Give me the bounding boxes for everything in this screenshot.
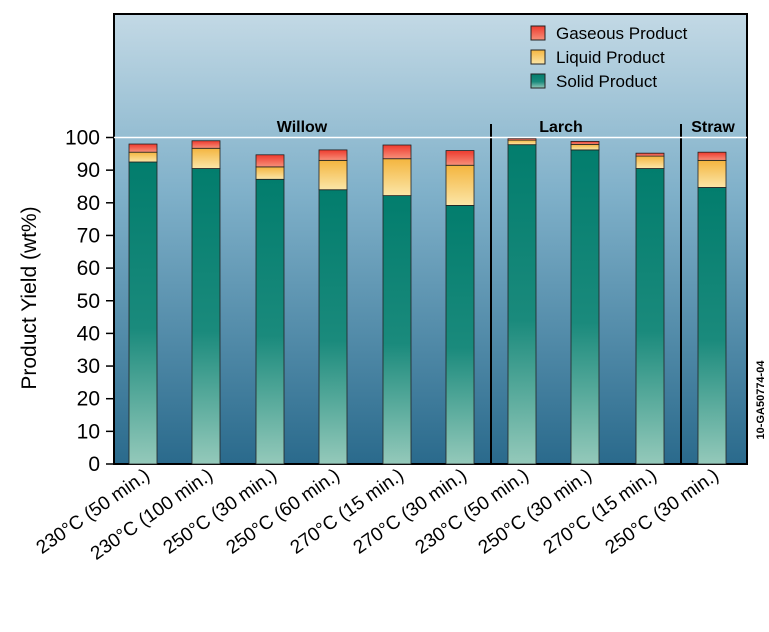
x-tick-label-5: 270°C (15 min.) xyxy=(287,465,408,559)
y-tick-label-60: 60 xyxy=(77,257,100,280)
y-tick-label-90: 90 xyxy=(77,159,100,182)
bar-solid-product-2 xyxy=(191,168,221,465)
bar-liquid-product-4 xyxy=(318,159,348,191)
bar-solid-product-9 xyxy=(635,168,665,465)
bar-gaseous-product-10 xyxy=(697,151,727,161)
bar-solid-product-10 xyxy=(697,187,727,465)
bar-gaseous-product-2 xyxy=(191,140,221,149)
y-tick-label-70: 70 xyxy=(77,224,100,247)
bar-liquid-product-5 xyxy=(382,158,412,197)
bar-solid-product-7 xyxy=(507,144,537,465)
y-axis-ticks: 0 10 20 30 40 50 60 70 80 90 100 xyxy=(65,127,114,476)
bar-solid-product-1 xyxy=(128,161,158,465)
y-tick-label-50: 50 xyxy=(77,290,100,313)
y-tick-label-30: 30 xyxy=(77,355,100,378)
group-labels: Willow Larch Straw xyxy=(277,119,736,136)
bar-gaseous-product-4 xyxy=(318,149,348,161)
y-tick-label-20: 20 xyxy=(77,388,100,411)
bar-solid-product-5 xyxy=(382,195,412,465)
y-tick-label-10: 10 xyxy=(77,420,100,443)
bar-liquid-product-10 xyxy=(697,159,727,188)
bar-solid-product-8 xyxy=(570,149,600,465)
bars-layer xyxy=(128,138,727,465)
x-tick-label-4: 250°C (60 min.) xyxy=(223,465,344,559)
group-label-larch: Larch xyxy=(539,119,583,136)
x-tick-label-7: 230°C (50 min.) xyxy=(412,465,533,559)
x-tick-label-3: 250°C (30 min.) xyxy=(160,465,281,559)
legend-label-gaseous-product: Gaseous Product xyxy=(556,24,688,43)
legend-swatch-gaseous-product xyxy=(530,25,546,41)
bar-liquid-product-1 xyxy=(128,151,158,163)
y-tick-label-40: 40 xyxy=(77,322,100,345)
bar-liquid-product-7 xyxy=(507,139,537,146)
x-tick-label-8: 250°C (30 min.) xyxy=(475,465,596,559)
x-axis-ticks: 230°C (50 min.)230°C (100 min.)250°C (30… xyxy=(33,465,723,565)
x-tick-label-10: 250°C (30 min.) xyxy=(602,465,723,559)
bar-gaseous-product-8 xyxy=(570,141,600,145)
bar-gaseous-product-7 xyxy=(507,138,537,141)
legend: Gaseous Product Liquid Product Solid Produ… xyxy=(530,24,688,91)
bar-solid-product-3 xyxy=(255,178,285,465)
bar-liquid-product-3 xyxy=(255,166,285,180)
y-tick-label-100: 100 xyxy=(65,127,100,150)
bar-liquid-product-6 xyxy=(445,164,475,206)
bar-solid-product-6 xyxy=(445,205,475,465)
group-label-straw: Straw xyxy=(691,119,735,136)
bar-gaseous-product-3 xyxy=(255,154,285,168)
y-tick-label-0: 0 xyxy=(88,453,100,476)
y-axis-label: Product Yield (wt%) xyxy=(18,206,41,389)
bar-liquid-product-8 xyxy=(570,143,600,151)
group-label-willow: Willow xyxy=(277,119,328,136)
bar-liquid-product-2 xyxy=(191,147,221,169)
bar-gaseous-product-1 xyxy=(128,143,158,153)
bar-gaseous-product-6 xyxy=(445,150,475,166)
group-separators xyxy=(490,124,682,464)
figure-id-label: 10-GA50774-04 xyxy=(755,360,767,440)
y-tick-label-80: 80 xyxy=(77,192,100,215)
legend-label-liquid-product: Liquid Product xyxy=(556,48,665,67)
bar-gaseous-product-9 xyxy=(635,152,665,157)
legend-label-solid-product: Solid Product xyxy=(556,72,657,91)
bar-liquid-product-9 xyxy=(635,155,665,169)
legend-swatch-solid-product xyxy=(530,73,546,89)
legend-swatch-liquid-product xyxy=(530,49,546,65)
bar-gaseous-product-5 xyxy=(382,144,412,160)
bar-solid-product-4 xyxy=(318,189,348,465)
